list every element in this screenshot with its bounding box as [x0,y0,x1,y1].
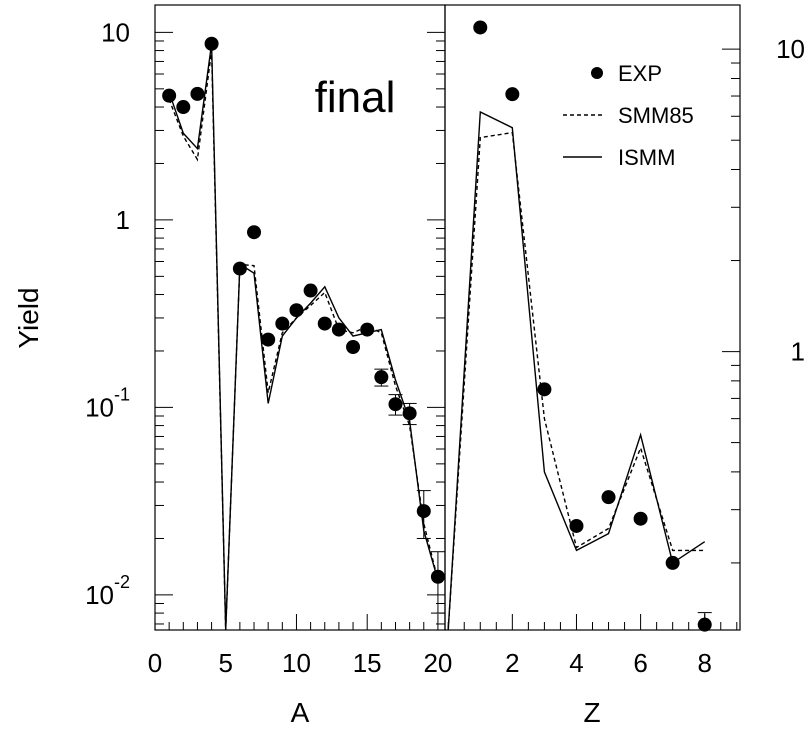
exp-point [569,518,584,533]
y-tick-base: 10 [101,17,130,47]
y-tick-base: 10 [85,580,114,610]
panel-z: 10 1 2 4 6 8 Z [444,4,805,728]
x-axis-title: A [291,697,310,728]
exp-point [247,225,262,240]
legend-label: SMM85 [618,103,694,128]
y-tick-label: 10 [776,34,805,64]
plot-frame [444,4,741,631]
exp-point [317,316,332,331]
exp-point [473,20,488,35]
y-tick-label: 10 [101,17,130,47]
exp-point [537,382,552,397]
panel-label: final [315,73,396,122]
y-tick-label: 10-1 [85,384,130,422]
x-tick-label: 2 [505,648,519,678]
y-tick-base: 10 [85,392,114,422]
legend-label: EXP [618,61,662,86]
x-tick-label: 0 [148,648,162,678]
x-tick-label: 4 [569,648,583,678]
exp-point [190,86,205,101]
y-tick-base: 10 [776,34,805,64]
x-tick-label: 8 [697,648,711,678]
exp-point [275,316,290,331]
exp-point [388,397,403,412]
y-tick-label: 1 [791,337,805,367]
y-tick-exponent: -1 [114,384,130,404]
exp-point [346,339,361,354]
ismm-line [168,43,439,630]
y-tick-label: 1 [116,205,130,235]
exp-point [430,569,445,584]
x-tick-label: 20 [423,648,452,678]
y-tick-label: 10-2 [85,572,130,610]
smm85-line [168,50,439,630]
exp-point [261,332,276,347]
exp-point [601,490,616,505]
legend-exp-marker [591,67,603,79]
smm85-line [447,131,705,630]
y-tick-exponent: -2 [114,572,130,592]
x-tick-label: 15 [353,648,382,678]
exp-point [303,283,318,298]
exp-point [289,303,304,318]
legend-label: ISMM [618,145,675,170]
ismm-line [447,110,706,630]
exp-point [697,617,712,632]
exp-point [416,504,431,519]
x-tick-label: 6 [633,648,647,678]
exp-point [633,511,648,526]
exp-point [162,88,177,103]
y-tick-base: 1 [791,337,805,367]
legend: EXP SMM85 ISMM [563,61,694,170]
exp-point [176,100,191,115]
y-axis-title: Yield [13,287,44,348]
exp-point [505,87,520,102]
x-axis-title: Z [583,697,600,728]
exp-point [374,370,389,385]
x-tick-label: 5 [218,648,232,678]
x-tick-label: 10 [282,648,311,678]
y-tick-base: 1 [116,205,130,235]
